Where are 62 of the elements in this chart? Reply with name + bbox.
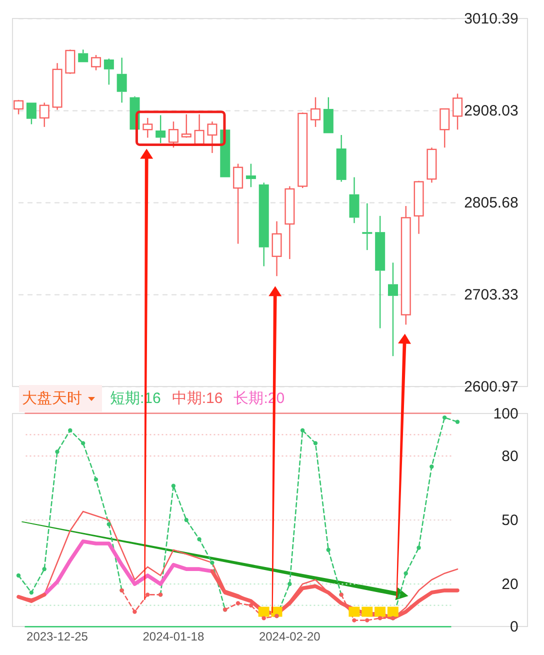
candlestick: [142, 117, 153, 138]
line-series: [42, 539, 214, 597]
point: [106, 522, 111, 526]
point: [378, 616, 382, 620]
y-tick-label: 80: [502, 447, 518, 464]
point: [374, 606, 386, 617]
point: [210, 560, 214, 565]
point: [132, 610, 137, 614]
y-tick-label: 20: [502, 576, 518, 593]
candlestick: [388, 262, 398, 357]
point: [236, 601, 240, 606]
point: [262, 616, 266, 620]
point: [29, 590, 34, 595]
point: [442, 415, 447, 420]
point: [42, 566, 46, 572]
y-tick-label: 2600.97: [464, 378, 518, 396]
point: [365, 618, 370, 622]
y-tick-label: 2703.33: [464, 286, 518, 304]
candlestick: [52, 62, 62, 110]
y-tick-label: 2908.03: [464, 102, 518, 120]
chart-title: 大盘天时: [22, 389, 82, 408]
candlestick: [362, 202, 372, 251]
point: [326, 548, 330, 552]
y-tick-label: 2805.68: [464, 194, 518, 212]
x-tick-label: 2024-02-20: [258, 630, 321, 644]
point: [362, 606, 373, 617]
y-tick-label: 3010.39: [464, 10, 518, 28]
candlestick: [349, 176, 360, 224]
y-tick-label: 0: [510, 618, 518, 636]
y-tick-label: 50: [502, 512, 518, 528]
candlestick: [207, 120, 218, 154]
point: [146, 592, 150, 597]
point: [248, 603, 254, 608]
point: [197, 537, 202, 542]
candlestick: [426, 146, 437, 184]
point: [94, 477, 98, 482]
point: [387, 606, 398, 617]
candlestick: [104, 58, 114, 86]
text: 中期:16: [172, 389, 223, 408]
y-tick-label: 100: [493, 404, 518, 422]
point: [171, 484, 176, 488]
candlestick: [400, 205, 411, 326]
point: [404, 571, 408, 576]
point: [80, 441, 86, 446]
point: [313, 441, 318, 446]
point: [68, 428, 72, 432]
point: [300, 428, 305, 432]
point: [55, 450, 60, 454]
candlestick: [336, 134, 346, 182]
point: [184, 518, 188, 522]
point: [416, 546, 421, 550]
candlestick: [284, 186, 295, 260]
point: [348, 606, 360, 617]
point: [430, 464, 434, 469]
x-tick-label: 2023-12-25: [26, 630, 88, 644]
candlestick: [375, 215, 386, 329]
candlestick: [116, 57, 127, 104]
candlestick: [272, 220, 282, 277]
point: [258, 606, 270, 617]
point: [352, 618, 356, 622]
x-tick-label: 2024-01-18: [142, 630, 204, 644]
point: [288, 582, 292, 586]
